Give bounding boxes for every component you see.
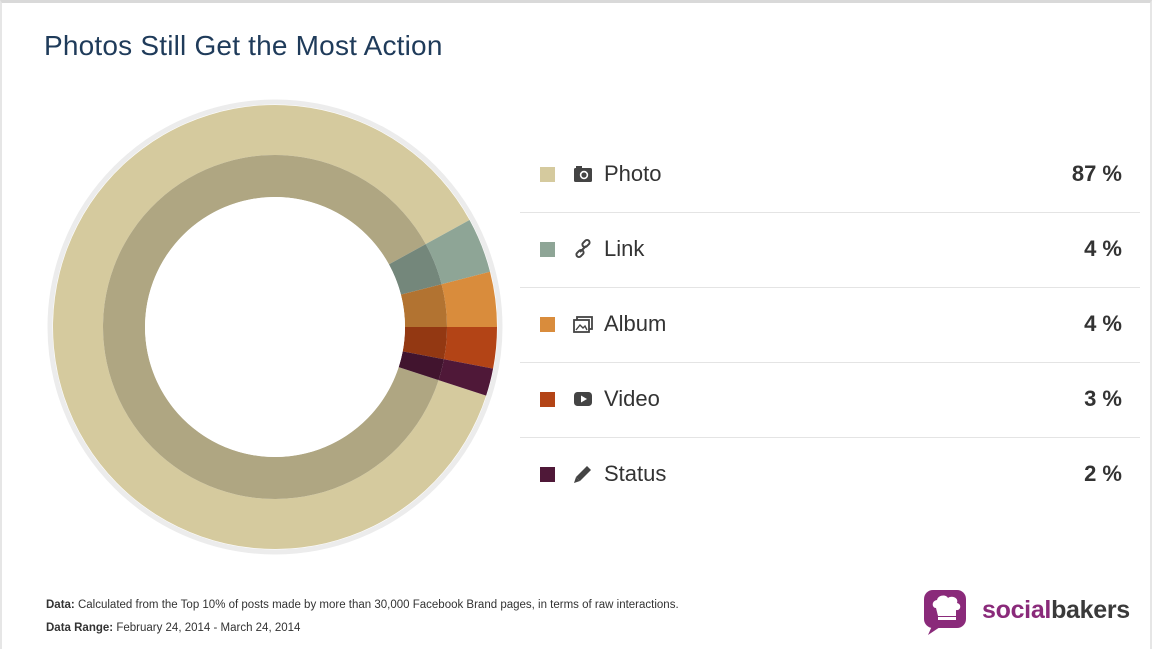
legend-swatch — [540, 167, 555, 182]
legend: Photo 87 % Link 4 % Album 4 % Video — [520, 138, 1140, 512]
legend-value: 3 % — [1084, 386, 1122, 411]
logo-wordmark: socialbakers — [982, 596, 1130, 625]
chart-title: Photos Still Get the Most Action — [44, 30, 443, 61]
legend-label: Video — [604, 386, 660, 411]
link-icon — [575, 238, 591, 259]
slice-inner-status — [398, 351, 444, 381]
legend-value: 4 % — [1084, 236, 1122, 261]
legend-label: Album — [604, 311, 667, 336]
legend-row-album: Album 4 % — [520, 288, 1140, 363]
socialbakers-logo: socialbakers — [922, 586, 1144, 638]
legend-row-status: Status 2 % — [520, 438, 1140, 512]
slice-inner-album — [400, 284, 447, 327]
legend-value: 2 % — [1084, 461, 1122, 486]
legend-value: 87 % — [1071, 161, 1122, 186]
legend-label: Link — [604, 236, 645, 261]
data-range-text: February 24, 2014 - March 24, 2014 — [116, 622, 301, 634]
slice-inner-video — [402, 327, 447, 360]
data-range-label: Data Range: — [46, 622, 114, 634]
slice-album — [441, 271, 497, 327]
legend-row-video: Video 3 % — [520, 363, 1140, 438]
camera-icon — [574, 166, 592, 182]
slice-link — [425, 220, 491, 285]
legend-value: 4 % — [1084, 311, 1122, 336]
legend-row-photo: Photo 87 % — [520, 138, 1140, 213]
data-note-text: Calculated from the Top 10% of posts mad… — [77, 599, 679, 611]
slice-status — [438, 359, 494, 396]
donut-halo — [47, 99, 503, 555]
data-range-note: Data Range: February 24, 2014 - March 24… — [46, 617, 679, 640]
legend-label: Photo — [604, 161, 662, 186]
pencil-icon — [574, 466, 591, 483]
footer-notes: Data: Calculated from the Top 10% of pos… — [46, 594, 679, 640]
legend-row-link: Link 4 % — [520, 213, 1140, 288]
legend-swatch — [540, 242, 555, 257]
donut-hole — [145, 197, 405, 457]
slice-inner-link — [388, 244, 442, 295]
slice-video — [443, 327, 497, 369]
legend-swatch — [540, 392, 555, 407]
data-note-label: Data: — [46, 599, 75, 611]
album-icon — [573, 316, 593, 333]
logo-text-social: social — [982, 596, 1052, 624]
video-icon — [574, 392, 592, 406]
logo-text-bakers: bakers — [1051, 596, 1130, 624]
legend-swatch — [540, 317, 555, 332]
data-note: Data: Calculated from the Top 10% of pos… — [46, 594, 679, 617]
donut-chart — [47, 99, 503, 555]
legend-swatch — [540, 467, 555, 482]
legend-label: Status — [604, 461, 667, 486]
chef-hat-icon — [924, 590, 966, 635]
